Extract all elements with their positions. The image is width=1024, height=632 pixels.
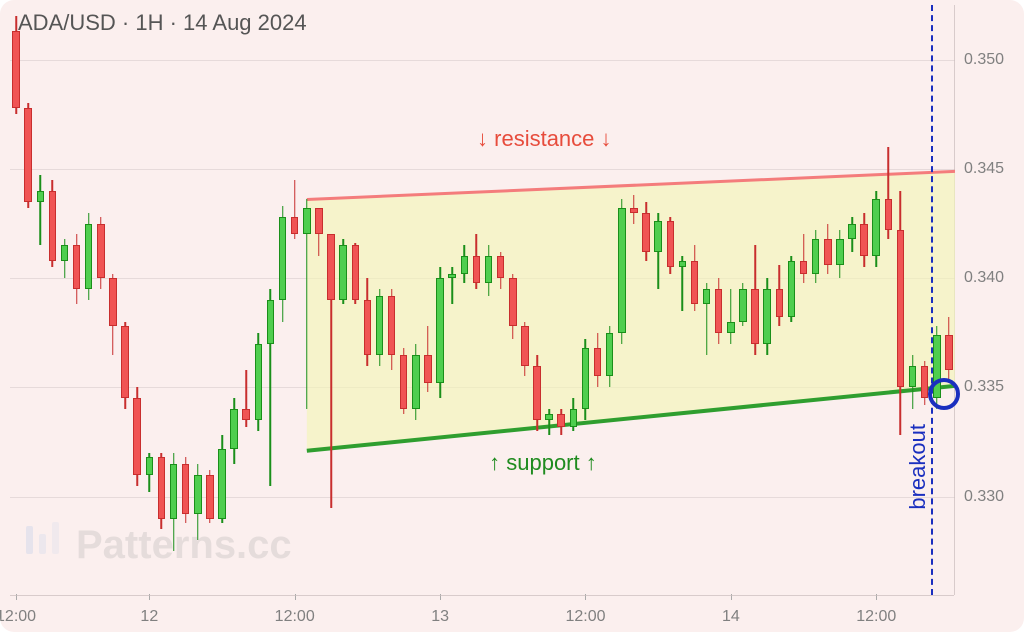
support-label: ↑ support ↑ <box>489 450 597 476</box>
y-tick-label: 0.350 <box>964 51 1004 69</box>
candle <box>885 5 893 595</box>
candle <box>703 5 711 595</box>
candle <box>848 5 856 595</box>
y-tick-label: 0.340 <box>964 269 1004 287</box>
candle <box>618 5 626 595</box>
candle <box>715 5 723 595</box>
candle <box>49 5 57 595</box>
candle <box>679 5 687 595</box>
candle <box>630 5 638 595</box>
candle <box>533 5 541 595</box>
candle <box>146 5 154 595</box>
candle <box>24 5 32 595</box>
candle <box>872 5 880 595</box>
candle <box>570 5 578 595</box>
candle <box>497 5 505 595</box>
chart-title: ADA/USD · 1H · 14 Aug 2024 <box>18 10 307 36</box>
candle <box>860 5 868 595</box>
chart-root: ADA/USD · 1H · 14 Aug 2024 0.3300.3350.3… <box>0 0 1024 632</box>
y-tick-label: 0.335 <box>964 378 1004 396</box>
candle <box>836 5 844 595</box>
candle <box>267 5 275 595</box>
candle <box>448 5 456 595</box>
resistance-label: ↓ resistance ↓ <box>477 126 612 152</box>
candle <box>339 5 347 595</box>
y-tick-label: 0.345 <box>964 160 1004 178</box>
candle <box>788 5 796 595</box>
candle <box>654 5 662 595</box>
candle <box>388 5 396 595</box>
x-tick-label: 12:00 <box>0 608 36 626</box>
candle <box>230 5 238 595</box>
candle <box>776 5 784 595</box>
x-tick-label: 12 <box>140 608 158 626</box>
candle <box>800 5 808 595</box>
candle <box>364 5 372 595</box>
candle <box>352 5 360 595</box>
candle <box>897 5 905 595</box>
breakout-circle-icon <box>928 378 960 410</box>
candle <box>691 5 699 595</box>
candle <box>121 5 129 595</box>
y-axis: 0.330 0.335 0.340 0.345 0.350 <box>954 5 1024 595</box>
candle <box>279 5 287 595</box>
candle <box>485 5 493 595</box>
candle <box>667 5 675 595</box>
candle <box>400 5 408 595</box>
candle <box>812 5 820 595</box>
candle <box>73 5 81 595</box>
candle <box>206 5 214 595</box>
candle <box>509 5 517 595</box>
y-tick-label: 0.330 <box>964 488 1004 506</box>
candle <box>594 5 602 595</box>
candle <box>545 5 553 595</box>
candle <box>315 5 323 595</box>
candle <box>739 5 747 595</box>
candle <box>61 5 69 595</box>
candle <box>303 5 311 595</box>
candle <box>945 5 953 595</box>
candle <box>242 5 250 595</box>
x-tick-label: 12:00 <box>856 608 896 626</box>
candle <box>461 5 469 595</box>
candle <box>606 5 614 595</box>
candle <box>255 5 263 595</box>
x-axis: 12:00 12 12:00 13 12:00 14 12:00 <box>0 597 1024 632</box>
candle <box>376 5 384 595</box>
candle <box>291 5 299 595</box>
candle <box>12 5 20 595</box>
candle <box>763 5 771 595</box>
candle <box>412 5 420 595</box>
candle <box>194 5 202 595</box>
candle <box>436 5 444 595</box>
candle <box>97 5 105 595</box>
candle <box>727 5 735 595</box>
candle <box>933 5 941 595</box>
plot-area <box>10 5 955 595</box>
candle <box>521 5 529 595</box>
candle <box>582 5 590 595</box>
candle <box>424 5 432 595</box>
candle <box>133 5 141 595</box>
candle <box>170 5 178 595</box>
candle <box>158 5 166 595</box>
candle <box>85 5 93 595</box>
candle <box>473 5 481 595</box>
x-tick-label: 13 <box>431 608 449 626</box>
x-tick-label: 14 <box>722 608 740 626</box>
candle <box>751 5 759 595</box>
x-tick-label: 12:00 <box>565 608 605 626</box>
candle <box>182 5 190 595</box>
candle <box>642 5 650 595</box>
candle <box>109 5 117 595</box>
candles-layer <box>10 5 955 595</box>
candle <box>557 5 565 595</box>
candle <box>37 5 45 595</box>
breakout-label: breakout <box>905 424 931 510</box>
candle <box>327 5 335 595</box>
breakout-line <box>931 5 933 595</box>
candle <box>824 5 832 595</box>
x-tick-label: 12:00 <box>275 608 315 626</box>
candle <box>218 5 226 595</box>
